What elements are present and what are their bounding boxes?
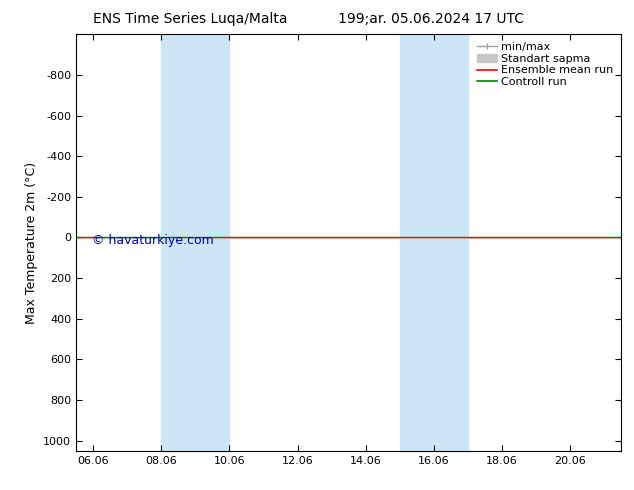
Text: ENS Time Series Luqa/Malta: ENS Time Series Luqa/Malta [93, 12, 287, 26]
Legend: min/max, Standart sapma, Ensemble mean run, Controll run: min/max, Standart sapma, Ensemble mean r… [475, 40, 616, 89]
Bar [400, 34, 468, 451]
Text: © havaturkiye.com: © havaturkiye.com [93, 234, 214, 247]
Bar [161, 34, 230, 451]
Y-axis label: Max Temperature 2m (°C): Max Temperature 2m (°C) [25, 162, 37, 323]
Text: 199;ar. 05.06.2024 17 UTC: 199;ar. 05.06.2024 17 UTC [338, 12, 524, 26]
